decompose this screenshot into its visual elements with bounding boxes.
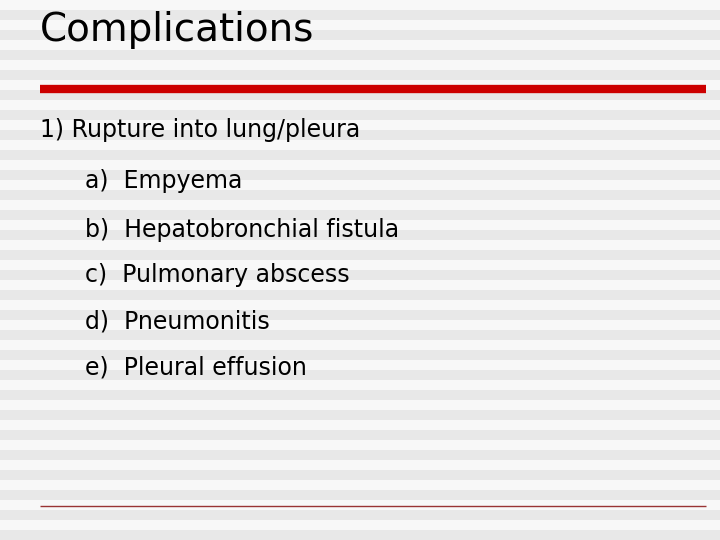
Text: d)  Pneumonitis: d) Pneumonitis xyxy=(40,309,269,333)
Bar xyxy=(0,390,720,400)
Bar xyxy=(0,420,720,430)
Bar xyxy=(0,350,720,360)
Text: Complications: Complications xyxy=(40,11,314,49)
Bar xyxy=(0,360,720,370)
Bar xyxy=(0,130,720,140)
Bar xyxy=(0,410,720,420)
Bar xyxy=(0,200,720,210)
Bar xyxy=(0,440,720,450)
Bar xyxy=(0,260,720,270)
Bar xyxy=(0,510,720,520)
Bar xyxy=(0,520,720,530)
Bar xyxy=(0,80,720,90)
Bar xyxy=(0,140,720,150)
Bar xyxy=(0,340,720,350)
Bar xyxy=(0,310,720,320)
Bar xyxy=(0,10,720,20)
Bar xyxy=(0,270,720,280)
Bar xyxy=(0,210,720,220)
Bar xyxy=(0,480,720,490)
Text: a)  Empyema: a) Empyema xyxy=(40,169,242,193)
Bar xyxy=(0,240,720,250)
Text: c)  Pulmonary abscess: c) Pulmonary abscess xyxy=(40,264,349,287)
Bar xyxy=(0,370,720,380)
Bar xyxy=(0,170,720,180)
Bar xyxy=(0,60,720,70)
Bar xyxy=(0,220,720,230)
Bar xyxy=(0,100,720,110)
Bar xyxy=(0,110,720,120)
Bar xyxy=(0,150,720,160)
Bar xyxy=(0,500,720,510)
Bar xyxy=(0,70,720,80)
Bar xyxy=(0,180,720,190)
Bar xyxy=(0,30,720,40)
Bar xyxy=(0,20,720,30)
Bar xyxy=(0,400,720,410)
Bar xyxy=(0,300,720,310)
Bar xyxy=(0,160,720,170)
Bar xyxy=(0,460,720,470)
Bar xyxy=(0,430,720,440)
Text: b)  Hepatobronchial fistula: b) Hepatobronchial fistula xyxy=(40,218,399,241)
Bar xyxy=(0,90,720,100)
Bar xyxy=(0,490,720,500)
Bar xyxy=(0,190,720,200)
Bar xyxy=(0,320,720,330)
Bar xyxy=(0,50,720,60)
Bar xyxy=(0,230,720,240)
Bar xyxy=(0,450,720,460)
Bar xyxy=(0,250,720,260)
Bar xyxy=(0,0,720,10)
Bar xyxy=(0,40,720,50)
Bar xyxy=(0,330,720,340)
Bar xyxy=(0,120,720,130)
Text: 1) Rupture into lung/pleura: 1) Rupture into lung/pleura xyxy=(40,118,360,141)
Bar xyxy=(0,380,720,390)
Bar xyxy=(0,280,720,290)
Bar xyxy=(0,530,720,540)
Text: e)  Pleural effusion: e) Pleural effusion xyxy=(40,355,307,379)
Bar xyxy=(0,290,720,300)
Bar xyxy=(0,470,720,480)
